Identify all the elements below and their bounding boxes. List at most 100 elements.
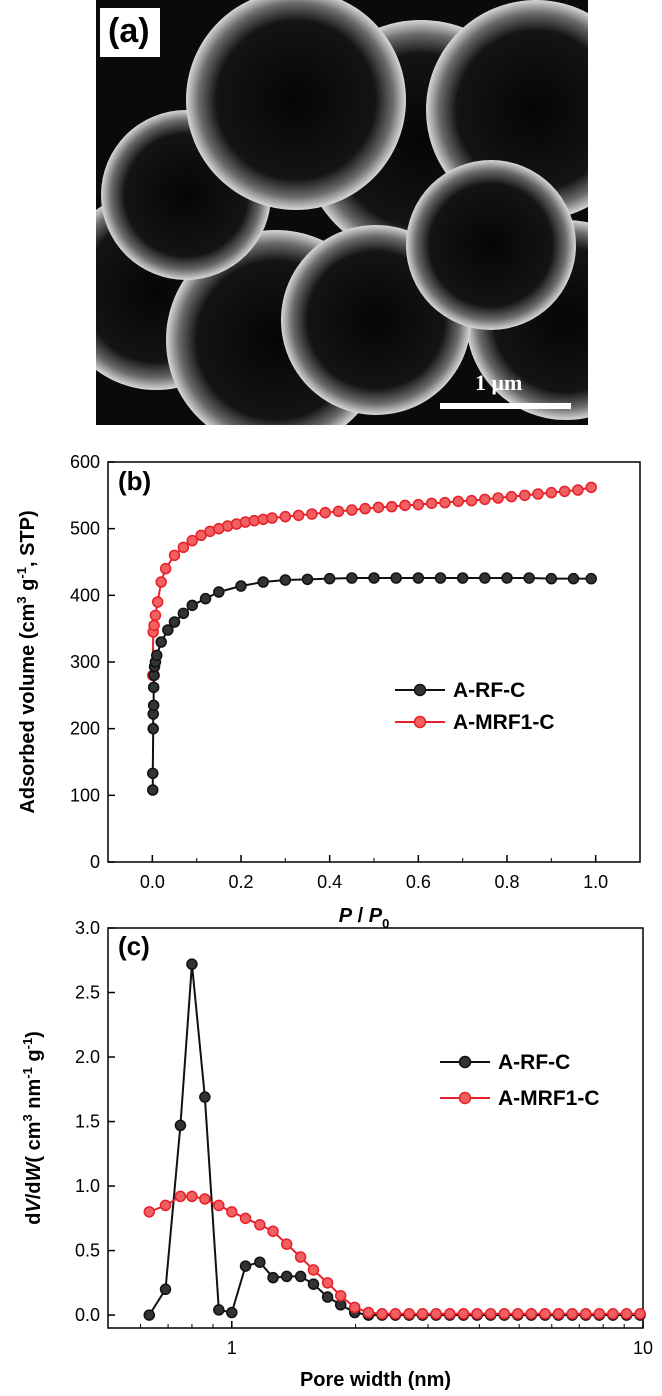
data-point [147, 699, 160, 712]
y-tick-label: 100 [70, 785, 100, 805]
data-point [162, 624, 174, 636]
legend-label: A-RF-C [498, 1051, 570, 1074]
data-point [257, 576, 269, 588]
data-point [498, 1308, 511, 1320]
spheres [96, 0, 588, 425]
data-point [155, 576, 167, 588]
data-point [292, 509, 305, 522]
x-tick-label: 0.0 [140, 872, 165, 892]
data-point [294, 1251, 307, 1263]
y-tick-label: 1.5 [75, 1112, 100, 1132]
data-point [267, 1225, 279, 1237]
data-point [213, 586, 225, 598]
chart-b: 0 100 200 300 400 500 600 0.0 0.2 0.4 0.6 0.8 1.0 (b)… [14, 452, 641, 931]
x-axis-label: P / P0 [339, 905, 390, 931]
data-point [566, 1308, 579, 1320]
data-point [425, 497, 438, 510]
data-point [199, 1193, 211, 1205]
data-point [518, 489, 531, 502]
data-point [492, 492, 504, 504]
data-point [385, 500, 398, 513]
data-point [368, 572, 380, 584]
plot-frame [107, 927, 644, 1329]
data-point [552, 1308, 565, 1320]
data-point [213, 1199, 225, 1212]
legend-marker [458, 1091, 472, 1105]
y-tick-label: 1.0 [75, 1176, 100, 1196]
x-axis-label: Pore width (nm) [300, 1369, 451, 1391]
data-point [471, 1308, 483, 1320]
data-point [607, 1308, 619, 1320]
x-tick-label: 10 [633, 1338, 653, 1358]
x-tick-label: 1.0 [583, 872, 608, 892]
data-point [484, 1308, 497, 1320]
chart-c: 0.0 0.5 1.0 1.5 2.0 2.5 3.0 1 10 (c) Pore width (n… [20, 918, 653, 1391]
series-A-RF-C [143, 958, 646, 1321]
data-point [147, 681, 160, 694]
x-tick-label: 0.2 [228, 872, 253, 892]
data-point [416, 1308, 429, 1320]
data-point [525, 1308, 538, 1320]
data-point [412, 498, 425, 511]
data-point [479, 572, 491, 584]
data-point [307, 1264, 320, 1276]
y-tick-label: 600 [70, 452, 100, 472]
legend-label: A-RF-C [453, 679, 525, 702]
data-point [254, 1256, 266, 1268]
y-tick-label: 2.5 [75, 983, 100, 1003]
series-A-MRF1-C [147, 481, 597, 682]
data-point [239, 1212, 252, 1225]
data-point [439, 496, 451, 509]
data-point [174, 1119, 187, 1132]
data-point [558, 485, 571, 498]
data-point [362, 1306, 375, 1319]
y-tick-label: 300 [70, 652, 100, 672]
data-point [213, 1304, 225, 1316]
data-point [390, 572, 402, 584]
data-point [186, 599, 198, 612]
data-point [239, 1260, 252, 1272]
data-point [321, 1291, 334, 1303]
data-point [580, 1308, 592, 1320]
data-point [267, 1271, 279, 1284]
data-point [479, 493, 491, 506]
x-tick-label: 0.8 [494, 872, 519, 892]
data-point [186, 958, 198, 970]
data-point [151, 596, 164, 608]
scale-bar [440, 403, 571, 409]
panel-label: (c) [118, 931, 150, 961]
y-tick-label: 400 [70, 585, 100, 605]
data-point [346, 572, 358, 584]
data-point [403, 1308, 415, 1320]
series-line [151, 577, 592, 790]
data-point [505, 490, 518, 503]
y-axis-label: dV/dW( cm3 nm-1 g-1) [20, 1031, 45, 1225]
data-point [151, 649, 163, 662]
data-point [174, 1190, 187, 1203]
y-tick-label: 0.0 [75, 1305, 100, 1325]
data-point [294, 1270, 307, 1283]
legend-label: A-MRF1-C [498, 1087, 599, 1110]
data-point [456, 572, 469, 584]
data-point [186, 534, 198, 547]
data-point [199, 592, 212, 605]
data-point [323, 572, 336, 585]
y-tick-label: 0 [90, 852, 100, 872]
data-point [148, 619, 160, 632]
data-point [348, 1301, 361, 1314]
data-point [199, 1091, 211, 1103]
data-point [539, 1308, 551, 1320]
data-point [634, 1308, 646, 1320]
data-point [301, 573, 314, 586]
data-point [147, 767, 159, 780]
y-tick-label: 500 [70, 519, 100, 539]
y-tick-label: 0.5 [75, 1241, 100, 1261]
data-point [512, 1308, 524, 1320]
data-point [307, 1278, 320, 1290]
series-line [148, 964, 641, 1317]
data-point [143, 1206, 156, 1218]
data-point [168, 549, 181, 562]
scale-bar-label: 1 μm [475, 370, 523, 395]
data-point [321, 1277, 334, 1289]
